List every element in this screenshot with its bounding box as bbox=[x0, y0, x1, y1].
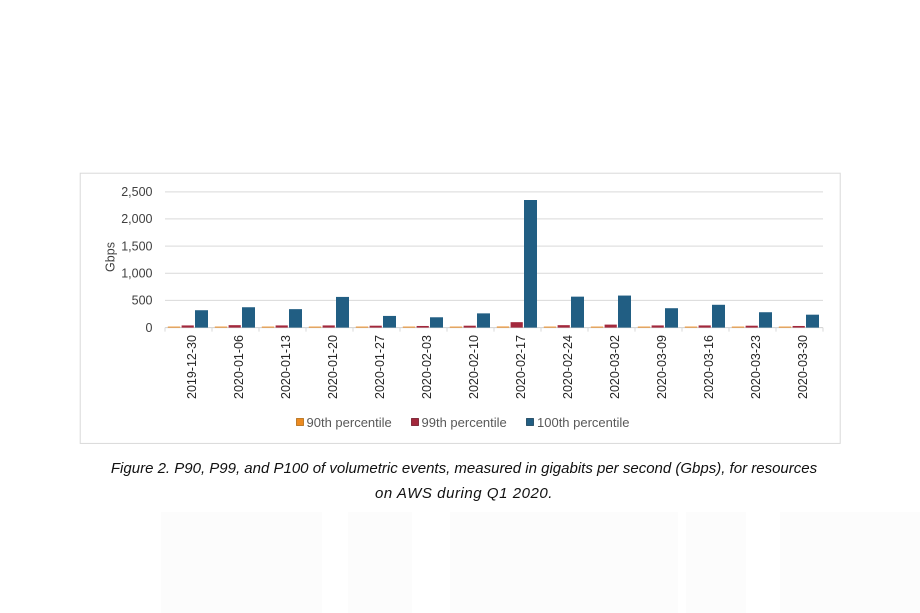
svg-text:2,500: 2,500 bbox=[121, 185, 152, 199]
svg-text:Gbps: Gbps bbox=[103, 242, 117, 272]
svg-text:2020-02-10: 2020-02-10 bbox=[467, 335, 481, 399]
svg-text:500: 500 bbox=[132, 294, 153, 308]
svg-text:100th percentile: 100th percentile bbox=[537, 415, 630, 430]
svg-text:2020-03-16: 2020-03-16 bbox=[702, 335, 716, 399]
svg-text:2020-02-24: 2020-02-24 bbox=[561, 335, 575, 399]
svg-text:0: 0 bbox=[146, 321, 153, 335]
svg-text:2019-12-30: 2019-12-30 bbox=[185, 335, 199, 399]
svg-text:1,500: 1,500 bbox=[121, 239, 152, 253]
svg-text:2020-03-09: 2020-03-09 bbox=[655, 335, 669, 399]
svg-text:99th percentile: 99th percentile bbox=[422, 415, 507, 430]
svg-text:90th percentile: 90th percentile bbox=[307, 415, 392, 430]
svg-text:2020-01-27: 2020-01-27 bbox=[373, 335, 387, 399]
svg-text:2020-02-17: 2020-02-17 bbox=[514, 335, 528, 399]
svg-text:2020-03-30: 2020-03-30 bbox=[796, 335, 810, 399]
svg-text:2020-03-02: 2020-03-02 bbox=[608, 335, 622, 399]
svg-text:2020-02-03: 2020-02-03 bbox=[420, 335, 434, 399]
svg-text:2,000: 2,000 bbox=[121, 212, 152, 226]
svg-text:2020-01-06: 2020-01-06 bbox=[232, 335, 246, 399]
svg-text:2020-03-23: 2020-03-23 bbox=[749, 335, 763, 399]
svg-text:2020-01-20: 2020-01-20 bbox=[326, 335, 340, 399]
svg-text:1,000: 1,000 bbox=[121, 267, 152, 281]
svg-text:2020-01-13: 2020-01-13 bbox=[279, 335, 293, 399]
